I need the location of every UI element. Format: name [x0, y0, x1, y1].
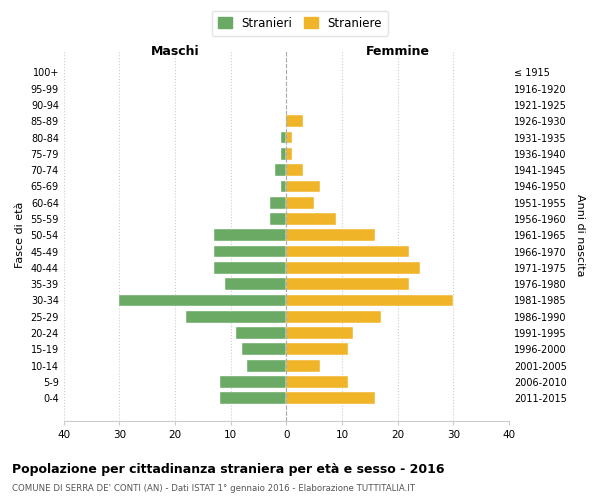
Bar — [214, 230, 286, 241]
Bar — [286, 376, 347, 388]
Y-axis label: Anni di nascita: Anni di nascita — [575, 194, 585, 276]
Text: COMUNE DI SERRA DE' CONTI (AN) - Dati ISTAT 1° gennaio 2016 - Elaborazione TUTTI: COMUNE DI SERRA DE' CONTI (AN) - Dati IS… — [12, 484, 415, 493]
Y-axis label: Fasce di età: Fasce di età — [15, 202, 25, 268]
Text: Popolazione per cittadinanza straniera per età e sesso - 2016: Popolazione per cittadinanza straniera p… — [12, 462, 445, 475]
Text: Femmine: Femmine — [365, 44, 430, 58]
Bar — [286, 180, 320, 192]
Bar — [269, 213, 286, 225]
Bar — [286, 360, 320, 372]
Bar — [286, 132, 292, 143]
Bar — [281, 148, 286, 160]
Bar — [286, 230, 376, 241]
Bar — [220, 392, 286, 404]
Bar — [247, 360, 286, 372]
Bar — [286, 278, 409, 290]
Bar — [286, 116, 303, 127]
Bar — [286, 148, 292, 160]
Bar — [286, 392, 376, 404]
Bar — [225, 278, 286, 290]
Bar — [119, 294, 286, 306]
Bar — [220, 376, 286, 388]
Bar — [186, 311, 286, 322]
Bar — [286, 246, 409, 258]
Bar — [286, 213, 337, 225]
Bar — [286, 197, 314, 208]
Bar — [286, 294, 453, 306]
Bar — [269, 197, 286, 208]
Bar — [275, 164, 286, 176]
Bar — [286, 262, 420, 274]
Bar — [286, 164, 303, 176]
Bar — [286, 344, 347, 355]
Bar — [286, 311, 381, 322]
Bar — [286, 327, 353, 339]
Bar — [281, 132, 286, 143]
Text: Maschi: Maschi — [151, 44, 199, 58]
Bar — [236, 327, 286, 339]
Bar — [214, 262, 286, 274]
Bar — [242, 344, 286, 355]
Legend: Stranieri, Straniere: Stranieri, Straniere — [212, 11, 388, 36]
Bar — [214, 246, 286, 258]
Bar — [281, 180, 286, 192]
